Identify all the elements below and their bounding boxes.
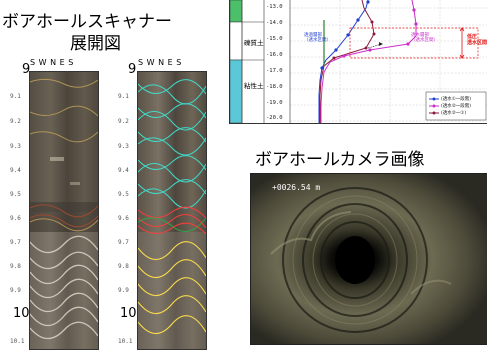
legend-item-1: (透水①一段階) (441, 97, 472, 102)
depth-label: 9.1 (10, 93, 21, 100)
annotation-red: 低圧 透水区間 (467, 34, 487, 46)
permeability-log-svg (229, 0, 487, 124)
annotation-pink: 透水層部 （透水区間） (411, 33, 438, 43)
borehole-camera-image (250, 173, 487, 345)
camera-depth-readout: +0026.54 m (272, 183, 321, 192)
permeability-log-chart (229, 0, 487, 124)
compass-labels-left: S W N E S (30, 58, 74, 67)
camera-title: ボアホールカメラ画像 (255, 150, 425, 170)
borehole-camera-view (251, 174, 487, 344)
depth-label: 9.2 (118, 118, 129, 125)
annotation-blue: 透過層部 （透水区間） (304, 33, 331, 43)
depth-label: 9.7 (10, 239, 21, 246)
depth-9-right: 9 (128, 62, 137, 77)
y-tick-label: -16.0 (266, 52, 283, 58)
scanner-title-line1: ボアホールスキャナー (2, 12, 172, 32)
scanner-strip-raw (29, 71, 99, 350)
depth-label: 9.9 (10, 287, 21, 294)
depth-label: 9.2 (10, 118, 21, 125)
legend-item-3: (透水②一①) (441, 111, 467, 116)
y-tick-label: -14.0 (266, 20, 283, 26)
scanner-strip-raw-image (30, 72, 98, 349)
legend-item-2: (透水②一段階) (441, 104, 472, 109)
compass-labels-right: S W N E S (138, 58, 182, 67)
depth-label: 9.1 (118, 93, 129, 100)
scanner-strip-interpreted (137, 71, 207, 350)
y-tick-label: -17.0 (266, 68, 283, 74)
depth-label: 9.4 (10, 167, 21, 174)
depth-label: 9.8 (118, 263, 129, 270)
depth-label: 9.6 (118, 215, 129, 222)
depth-label: 9.3 (10, 143, 21, 150)
depth-9-left: 9 (22, 62, 31, 77)
y-tick-label: -15.0 (266, 36, 283, 42)
layer-label-clay: 粘性土 (244, 82, 264, 90)
y-tick-label: -18.0 (266, 84, 283, 90)
y-tick-label: -19.0 (266, 100, 283, 106)
depth-10-left: 10 (13, 306, 30, 321)
depth-label: 9.9 (118, 287, 129, 294)
layer-label-gravel: 礫質土 (244, 39, 264, 47)
depth-10-right: 10 (120, 306, 137, 321)
depth-label: 9.5 (118, 191, 129, 198)
depth-label: 9.6 (10, 215, 21, 222)
depth-label: 9.3 (118, 143, 129, 150)
depth-label: 9.7 (118, 239, 129, 246)
depth-label: 10.1 (118, 338, 133, 345)
depth-label: 9.8 (10, 263, 21, 270)
y-tick-label: -13.0 (266, 4, 283, 10)
depth-label: 9.4 (118, 167, 129, 174)
scanner-strip-interpreted-image (138, 72, 206, 349)
depth-label: 10.1 (10, 338, 25, 345)
scanner-title-line2: 展開図 (70, 34, 121, 54)
y-tick-label: -20.0 (266, 115, 283, 121)
depth-label: 9.5 (10, 191, 21, 198)
